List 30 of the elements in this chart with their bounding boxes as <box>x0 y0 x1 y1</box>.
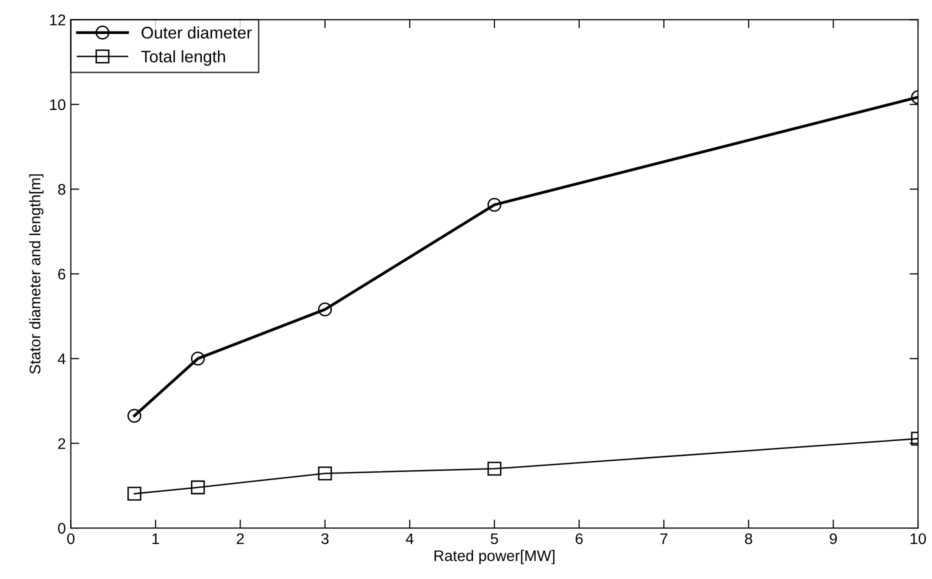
legend-label: Total length <box>141 50 225 66</box>
x-tick-label: 7 <box>660 533 668 544</box>
point <box>487 198 502 212</box>
y-tick-label: 2 <box>58 438 66 449</box>
y-tick-label: 4 <box>58 354 66 364</box>
x-tick-label: 9 <box>830 533 837 544</box>
point <box>190 352 205 366</box>
y-axis-title: Stator diameter and length[m] <box>29 174 44 374</box>
x-tick-label: 1 <box>152 533 160 544</box>
x-axis-title: Rated power[MW] <box>434 550 554 564</box>
x-tick-label: 0 <box>67 533 74 544</box>
x-tick-label: 5 <box>490 533 498 544</box>
y-tick-label: 0 <box>58 522 66 534</box>
y-tick-label: 8 <box>58 184 66 195</box>
point <box>487 462 502 476</box>
point <box>318 302 332 316</box>
point <box>127 486 142 501</box>
x-tick-label: 4 <box>406 533 414 544</box>
x-tick-label: 6 <box>576 533 583 544</box>
y-tick-label: 6 <box>58 268 66 280</box>
legend-label: Outer diameter <box>142 26 252 39</box>
point <box>127 408 142 423</box>
y-tick-label: 10 <box>50 99 66 110</box>
point <box>318 466 332 480</box>
x-tick-label: 10 <box>910 533 926 544</box>
point <box>190 480 205 494</box>
x-tick-label: 8 <box>745 533 752 544</box>
x-tick-label: 3 <box>321 533 329 544</box>
y-tick-label: 12 <box>50 14 66 26</box>
x-tick-label: 2 <box>236 533 244 544</box>
